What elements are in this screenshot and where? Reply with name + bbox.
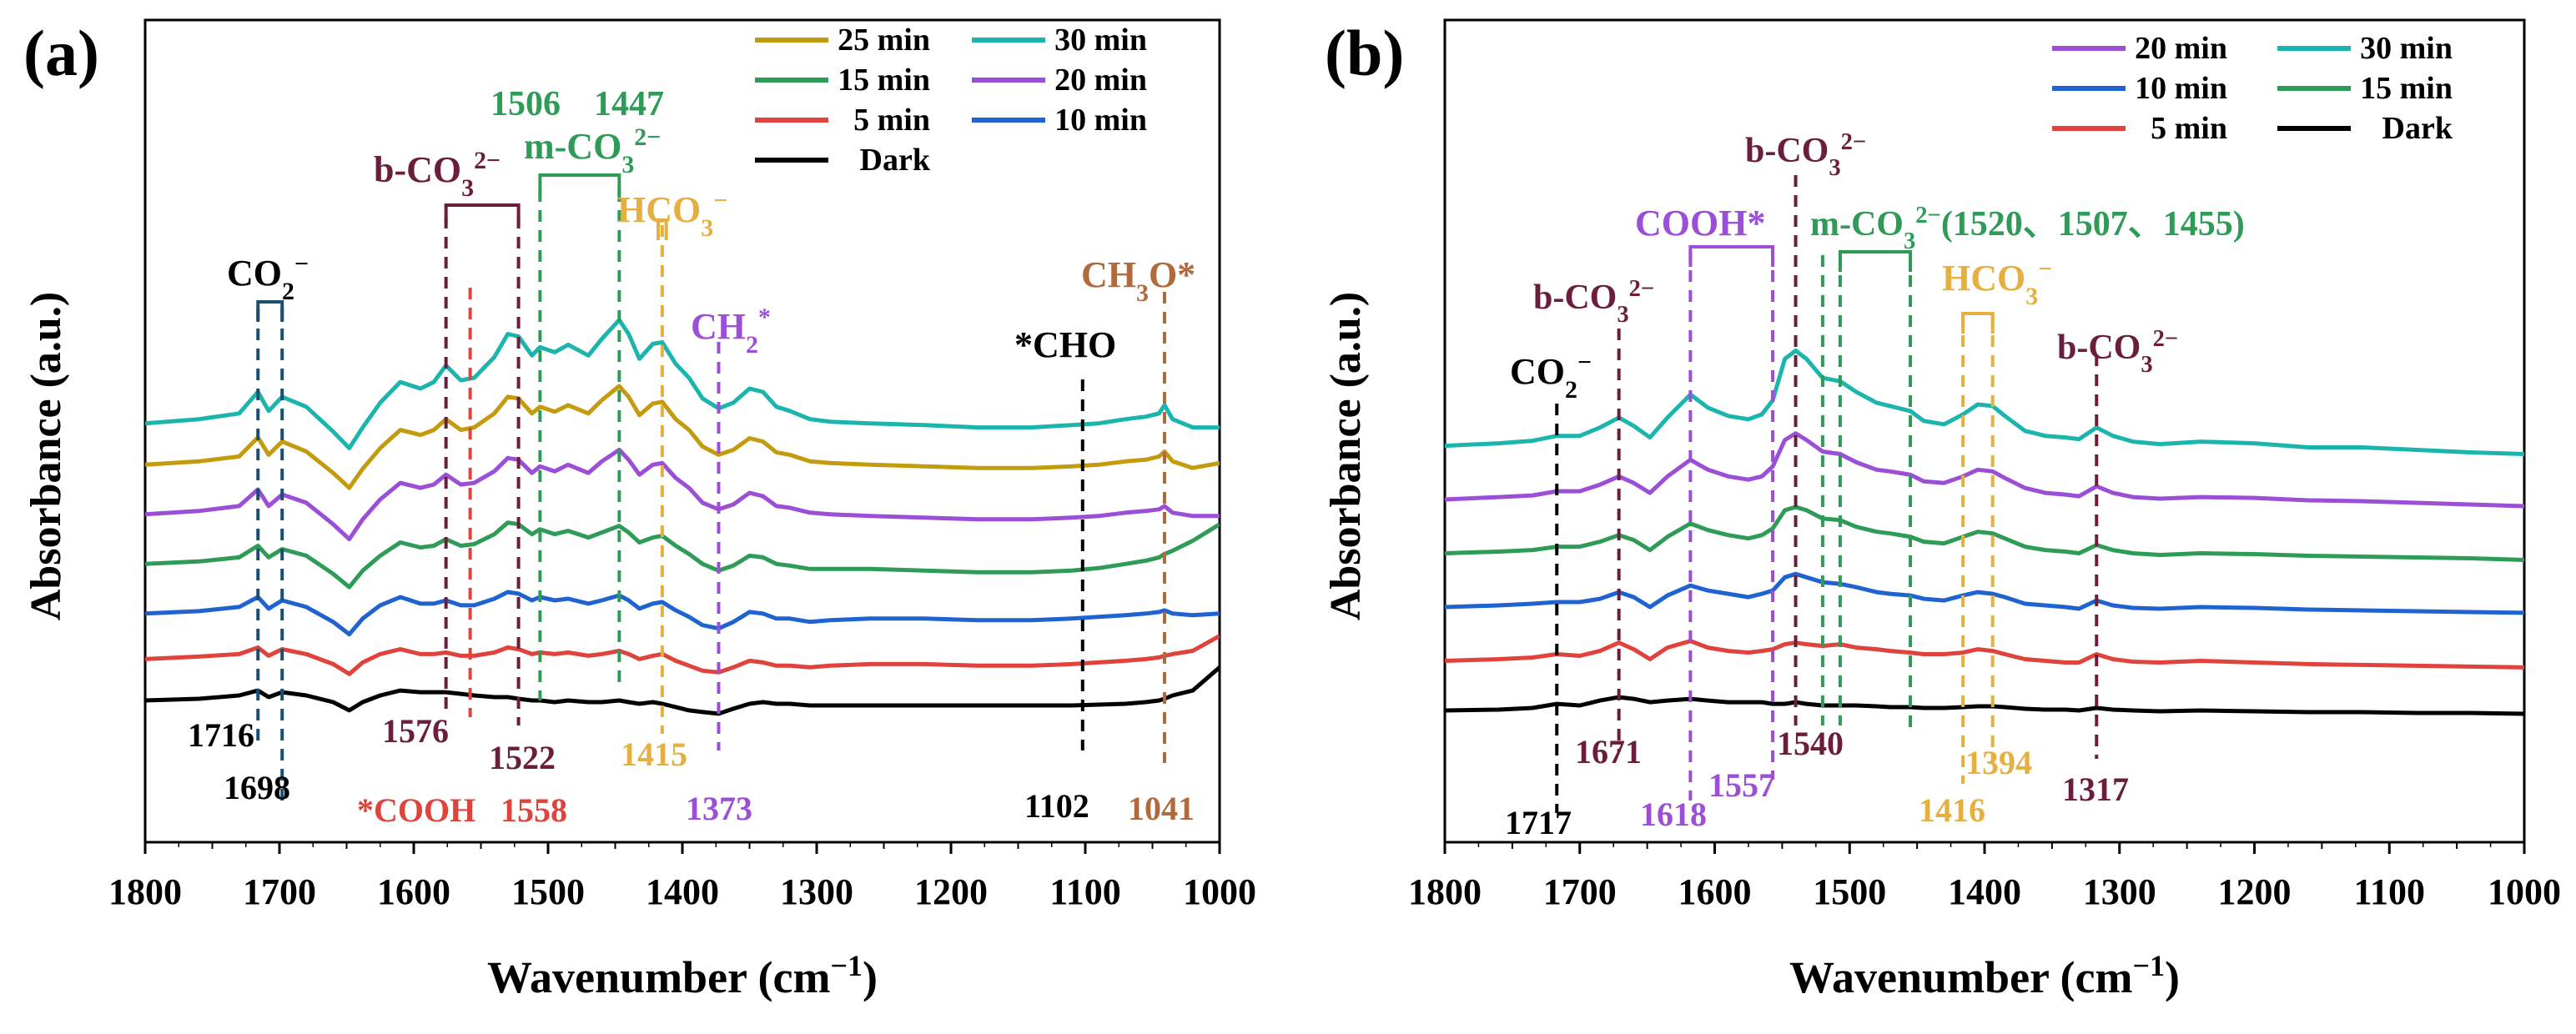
x-axis-label: Wavenumber (cm−1) — [1789, 949, 2180, 1002]
x-tick-label: 1800 — [1408, 871, 1482, 912]
x-tick-label: 1600 — [377, 871, 450, 912]
peak-label: 1576 — [382, 712, 449, 750]
legend-label: 5 min — [2151, 111, 2227, 146]
peak-label: 1716 — [188, 716, 254, 754]
panel-label: (a) — [23, 17, 99, 89]
x-tick-label: 1200 — [914, 871, 988, 912]
peak-label: 1618 — [1640, 796, 1707, 833]
series-line-5-min — [145, 634, 1220, 676]
species-label: HCO3− — [1942, 255, 2052, 310]
x-tick-label: 1100 — [2353, 871, 2425, 912]
legend-label: 15 min — [2360, 71, 2453, 106]
peak-label: 1522 — [489, 739, 556, 776]
species-label: CH2* — [691, 304, 771, 359]
peak-label: 1671 — [1575, 733, 1642, 770]
series-line-15-min — [1445, 504, 2524, 562]
peak-label: *COOH — [357, 791, 475, 829]
species-label: COOH* — [1635, 203, 1765, 243]
annotation-bracket — [1838, 250, 1913, 272]
peak-label: 1506 — [491, 85, 561, 123]
species-label: b-CO32− — [374, 147, 501, 202]
legend-label: 20 min — [2135, 31, 2227, 66]
x-tick-label: 1400 — [646, 871, 719, 912]
peak-label: 1558 — [501, 791, 567, 829]
x-tick-label: 1400 — [1948, 871, 2021, 912]
legend-label: 10 min — [1054, 103, 1147, 138]
legend-label: Dark — [860, 143, 931, 178]
peak-label: 1416 — [1919, 791, 1985, 829]
x-tick-label: 1300 — [2083, 871, 2156, 912]
peak-label: 1717 — [1505, 804, 1572, 841]
series-line-15-min — [145, 520, 1220, 590]
series-line-10-min — [1445, 571, 2524, 615]
peak-label: 1102 — [1024, 787, 1089, 825]
series-line-20-min — [1445, 431, 2524, 509]
series-line-25-min — [145, 384, 1220, 490]
legend-label: 30 min — [2360, 31, 2453, 66]
legend-label: 20 min — [1054, 63, 1147, 98]
legend-label: 25 min — [838, 23, 930, 58]
series-line-10-min — [145, 590, 1220, 637]
peak-label: 1540 — [1777, 725, 1844, 762]
x-tick-label: 1100 — [1049, 871, 1121, 912]
peak-label: 1415 — [621, 735, 687, 773]
chart-panel-a: 1800 1700 1600 1500 1400 1300 1200 1100 1000 Wave… — [23, 17, 1256, 1002]
peak-label: 1394 — [1965, 744, 2032, 781]
legend-label: Dark — [2382, 111, 2453, 146]
x-tick-label: 1600 — [1678, 871, 1752, 912]
annotation-bracket — [1688, 245, 1775, 267]
x-tick-label: 1500 — [1813, 871, 1886, 912]
species-label: m-CO32− — [524, 123, 661, 178]
species-label: b-CO32− — [1745, 129, 1866, 181]
series-line-dark — [1445, 695, 2524, 716]
chart-panel-b: 1800 1700 1600 1500 1400 1300 1200 1100 1000 Wave… — [1322, 17, 2561, 1002]
x-tick-label: 1800 — [108, 871, 182, 912]
species-label: HCO3− — [617, 187, 727, 242]
legend-label: 30 min — [1054, 23, 1147, 58]
species-label: CO2− — [227, 250, 309, 305]
x-tick-label: 1500 — [511, 871, 585, 912]
plot-frame — [1443, 18, 2526, 844]
x-tick-label: 1300 — [780, 871, 853, 912]
x-axis-label: Wavenumber (cm−1) — [487, 949, 878, 1002]
legend-label: 10 min — [2135, 71, 2227, 106]
y-axis-label: Absorbance (a.u.) — [1322, 292, 1370, 620]
plot-frame — [143, 18, 1221, 844]
species-label: CO2− — [1510, 349, 1592, 404]
annotation-bracket — [256, 300, 284, 322]
species-label: b-CO32− — [1533, 276, 1654, 328]
peak-label: 1447 — [594, 85, 664, 123]
x-tick-label: 1700 — [243, 871, 316, 912]
series-line-30-min — [145, 318, 1220, 450]
annotation-bracket — [1961, 312, 1995, 334]
series-line-5-min — [1445, 639, 2524, 670]
x-tick-label: 1000 — [2488, 871, 2561, 912]
peak-label: 1698 — [224, 769, 290, 806]
species-label: m-CO32−(1520、1507、1455) — [1810, 203, 2245, 254]
species-label: CH3O* — [1081, 254, 1195, 307]
series-line-20-min — [145, 447, 1220, 542]
series-line-dark — [145, 665, 1220, 716]
x-tick-label: 1000 — [1183, 871, 1256, 912]
species-label: *CHO — [1014, 324, 1116, 365]
peak-label: 1373 — [686, 790, 752, 827]
annotation-bracket — [538, 173, 621, 195]
legend-label: 5 min — [853, 103, 930, 138]
annotation-bracket — [444, 203, 521, 225]
peak-label: 1557 — [1708, 766, 1775, 804]
species-label: b-CO32− — [2057, 326, 2178, 378]
peak-label: 1317 — [2062, 770, 2129, 808]
panel-label: (b) — [1325, 17, 1404, 89]
annotation-bracket — [657, 218, 668, 240]
x-tick-label: 1200 — [2218, 871, 2292, 912]
legend-label: 15 min — [838, 63, 930, 98]
series-line-30-min — [1445, 349, 2524, 456]
peak-label: 1041 — [1128, 790, 1195, 827]
x-tick-label: 1700 — [1543, 871, 1617, 912]
y-axis-label: Absorbance (a.u.) — [23, 292, 70, 620]
